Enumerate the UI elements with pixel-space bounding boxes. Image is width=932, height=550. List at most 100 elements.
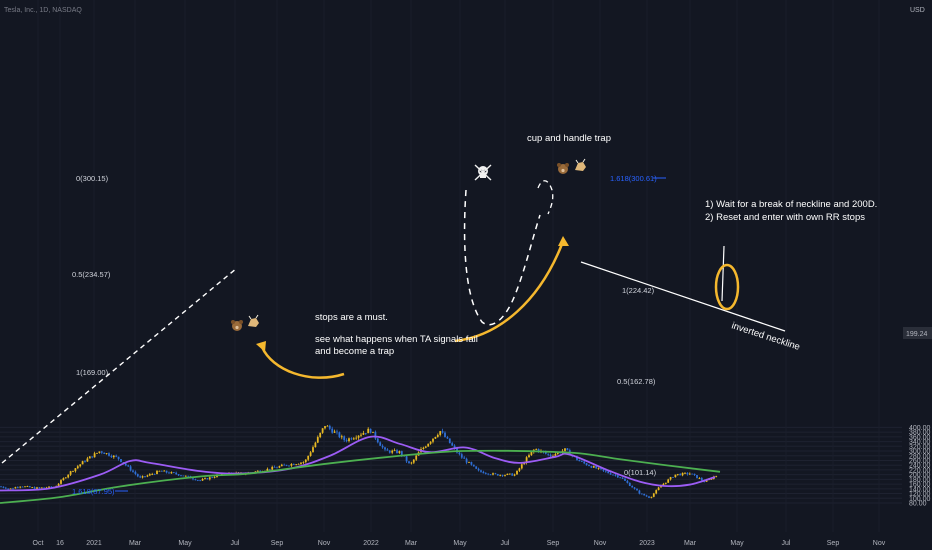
candle-body [26, 486, 29, 488]
candle-body [477, 468, 480, 471]
candle-body [508, 473, 511, 475]
candle-body [664, 482, 667, 484]
y-tick-label: 140.00 [909, 486, 931, 493]
fib-label-1618-right: 1.618(300.61) [610, 174, 657, 183]
candle-body [148, 474, 151, 476]
candle-body [48, 486, 50, 488]
candle-body [355, 437, 358, 439]
candle-body [319, 432, 322, 438]
y-tick-label: 240.00 [909, 463, 931, 470]
candle-body [458, 452, 461, 455]
candle-body [40, 487, 43, 489]
candle-body [609, 473, 612, 475]
fib-label-05-right: 0.5(162.78) [617, 377, 656, 386]
candle-body [588, 465, 590, 467]
candle-body [367, 428, 370, 434]
candle-body [136, 474, 139, 477]
candle-body [204, 478, 206, 480]
candle-body [324, 426, 326, 429]
x-axis[interactable]: Oct 16 2021 Mar May Jul Sep Nov 2022 Mar May Jul Sep… [33, 540, 886, 547]
candle-body [489, 474, 492, 476]
candle-body [648, 496, 650, 498]
neckline [580, 261, 786, 332]
candle-body [480, 470, 482, 472]
candle-body [192, 478, 194, 480]
arrow-curve-right [454, 243, 564, 343]
candle-body [465, 458, 468, 463]
candle-body [391, 450, 394, 453]
candle-body [412, 459, 415, 463]
candle-body [120, 459, 122, 463]
candle-body [386, 449, 389, 451]
candle-body [220, 473, 223, 475]
candle-body [655, 490, 658, 494]
candle-body [597, 468, 600, 469]
candle-body [172, 472, 175, 473]
candle-body [290, 463, 293, 466]
y-tick-label: 300.00 [909, 449, 931, 456]
candle-body [297, 463, 300, 465]
candle-body [81, 461, 84, 465]
candle-body [585, 463, 588, 466]
bear-icon [231, 320, 243, 331]
candle-body [19, 486, 22, 488]
candle-body [170, 472, 173, 474]
candle-body [583, 461, 586, 464]
breakout-circle [714, 263, 740, 311]
x-tick-label: 2023 [639, 540, 655, 547]
candle-body [645, 495, 648, 497]
candle-body [715, 475, 718, 477]
candle-body [100, 451, 103, 453]
candle-body [57, 483, 60, 487]
candle-body [280, 464, 283, 467]
candle-body [674, 474, 677, 478]
arrow-head-left [256, 341, 266, 352]
x-tick-label: 16 [56, 540, 64, 547]
grid [0, 426, 902, 504]
candle-body [444, 432, 446, 438]
candle-body [525, 457, 528, 463]
candle-body [470, 462, 473, 465]
candle-body [415, 455, 418, 460]
candle-body [492, 473, 494, 475]
candle-body [518, 468, 521, 471]
candle-body [362, 433, 365, 435]
candle-body [141, 476, 144, 478]
candle-body [552, 455, 554, 457]
candle-body [256, 470, 259, 472]
y-axis[interactable]: 80.00100.00120.00140.00160.00180.00200.0… [909, 425, 931, 508]
candle-body [511, 473, 514, 476]
candle-body [463, 457, 466, 459]
candle-body [398, 451, 401, 454]
candle-body [612, 474, 614, 476]
candle-body [681, 472, 684, 476]
bear-icon [557, 163, 569, 174]
candle-body [357, 435, 360, 438]
candle-body [182, 475, 185, 477]
bull-icon [248, 314, 259, 327]
y-tick-label: 220.00 [909, 467, 931, 474]
candle-body [33, 487, 36, 489]
candle-body [38, 487, 41, 489]
candle-body [184, 475, 187, 477]
candle-body [393, 450, 396, 451]
candle-body [348, 438, 350, 442]
candle-body [544, 451, 547, 454]
stops-note-1: stops are a must. [315, 312, 388, 323]
candle-body [96, 452, 98, 454]
handle-outline [537, 180, 554, 215]
candle-body [537, 448, 540, 452]
candle-body [268, 468, 271, 470]
candle-body [117, 456, 120, 460]
candle-body [112, 455, 115, 458]
cup-handle-note: cup and handle trap [527, 133, 611, 144]
candle-body [468, 462, 470, 463]
candle-body [91, 456, 94, 458]
candle-body [14, 487, 17, 489]
candle-body [292, 463, 295, 465]
candle-body [504, 474, 506, 476]
candle-body [628, 482, 631, 486]
candle-body [12, 488, 14, 490]
